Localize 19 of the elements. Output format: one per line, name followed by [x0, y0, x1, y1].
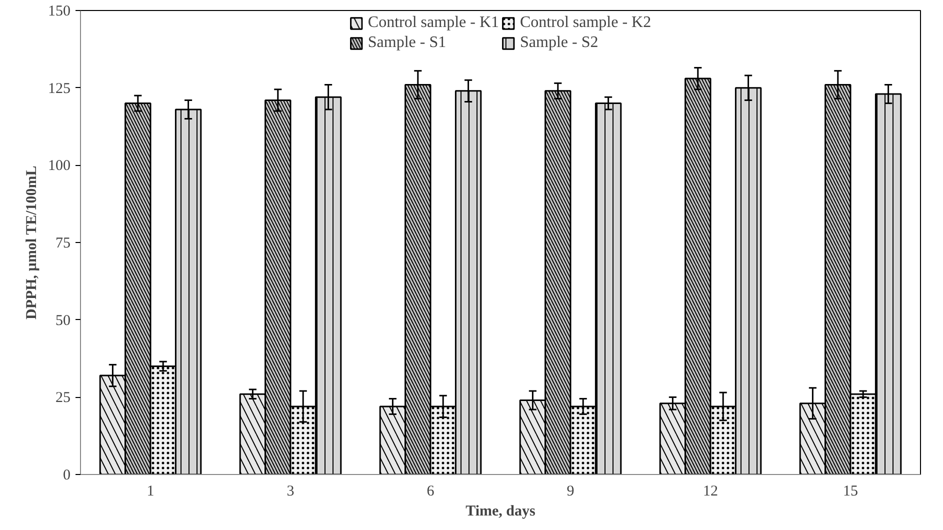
- x-tick-label: 6: [426, 484, 435, 500]
- legend-label: Sample - S2: [520, 34, 598, 52]
- x-tick-label: 15: [843, 484, 858, 500]
- legend-label: Control sample - K2: [520, 14, 652, 32]
- y-tick-label: 150: [48, 4, 70, 20]
- x-tick-label: 12: [703, 484, 718, 500]
- y-tick-label: 100: [48, 158, 70, 174]
- y-tick-label: 0: [63, 468, 70, 484]
- y-tick-label: 75: [56, 236, 70, 252]
- y-tick-label: 50: [56, 312, 70, 329]
- x-tick-label: 1: [146, 484, 154, 500]
- y-axis-title: DPPH, µmol TE/100mL: [24, 166, 40, 320]
- x-tick-label: 9: [566, 484, 574, 500]
- legend-label: Sample - S1: [368, 34, 446, 52]
- y-tick-label: 25: [56, 390, 70, 406]
- y-tick-label: 125: [48, 80, 70, 97]
- x-tick-label: 3: [286, 484, 294, 500]
- legend-label: Control sample - K1: [368, 14, 499, 32]
- x-axis-title: Time, days: [466, 504, 536, 520]
